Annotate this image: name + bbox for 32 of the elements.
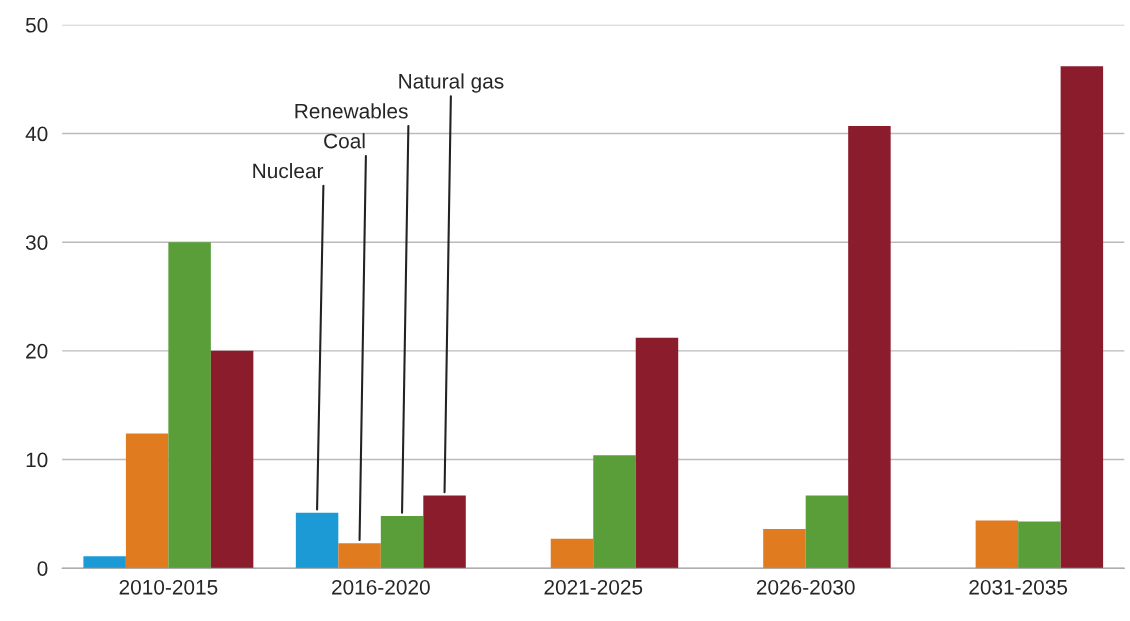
text: Nuclear bbox=[253, 163, 324, 179]
x-tick-label: 2016-2020 bbox=[332, 579, 430, 595]
bar bbox=[423, 495, 466, 569]
x-tick-label: 2031-2035 bbox=[969, 579, 1068, 595]
bar bbox=[210, 350, 254, 569]
bar bbox=[975, 520, 1019, 569]
text: Coal bbox=[324, 133, 365, 149]
text: Renewables bbox=[295, 103, 408, 119]
y-tick-label: 20 bbox=[26, 343, 48, 359]
bar bbox=[1060, 66, 1104, 569]
bar bbox=[168, 242, 211, 569]
bar bbox=[1018, 521, 1061, 569]
bar bbox=[295, 512, 339, 569]
text: Natural gas bbox=[399, 73, 504, 93]
y-tick-label: 10 bbox=[26, 452, 48, 468]
y-tick-label: 30 bbox=[25, 235, 48, 250]
bar bbox=[593, 455, 636, 569]
bar bbox=[380, 516, 424, 569]
bar bbox=[635, 337, 679, 569]
bar bbox=[338, 543, 381, 569]
y-tick-label: 40 bbox=[25, 126, 48, 142]
bar bbox=[805, 495, 849, 569]
bar bbox=[125, 433, 169, 569]
bar bbox=[83, 556, 126, 569]
x-tick-label: 2010-2015 bbox=[119, 579, 218, 595]
y-tick-label: 50 bbox=[25, 17, 48, 33]
x-tick-label: 2021-2025 bbox=[544, 579, 643, 595]
bar bbox=[550, 538, 594, 569]
y-tick-label: 0 bbox=[37, 561, 48, 576]
x-tick-label: 2026-2030 bbox=[756, 579, 855, 595]
bar bbox=[763, 529, 806, 569]
bar bbox=[848, 125, 891, 569]
